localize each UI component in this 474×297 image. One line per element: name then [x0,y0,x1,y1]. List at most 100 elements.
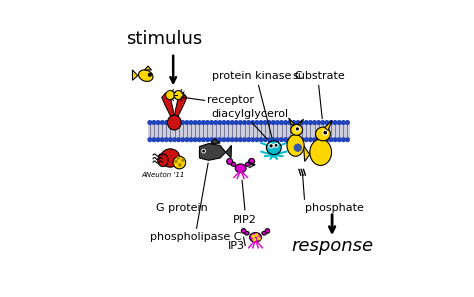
Text: ANeuton '11: ANeuton '11 [141,172,184,178]
Circle shape [173,138,176,142]
Polygon shape [162,93,174,117]
Ellipse shape [262,231,266,235]
Circle shape [173,121,176,124]
Circle shape [218,138,222,142]
Circle shape [247,138,250,142]
Circle shape [304,121,308,124]
Circle shape [243,121,246,124]
Circle shape [203,151,204,152]
Circle shape [269,144,273,148]
Ellipse shape [246,162,250,166]
Circle shape [152,138,156,142]
Polygon shape [325,120,332,131]
Ellipse shape [235,164,246,173]
Circle shape [218,121,222,124]
Circle shape [206,138,210,142]
Circle shape [255,121,259,124]
Circle shape [214,121,218,124]
Ellipse shape [316,127,330,141]
Polygon shape [303,146,310,162]
Circle shape [197,138,201,142]
Circle shape [222,121,226,124]
Circle shape [295,127,300,131]
Circle shape [270,145,272,147]
Circle shape [267,121,271,124]
Text: substrate: substrate [292,71,345,81]
Circle shape [341,121,345,124]
Circle shape [238,138,242,142]
Ellipse shape [249,233,262,242]
Circle shape [324,132,327,134]
Circle shape [275,145,277,146]
Ellipse shape [231,162,236,166]
Circle shape [227,158,233,165]
Circle shape [251,121,255,124]
Polygon shape [211,138,220,143]
Circle shape [197,121,201,124]
Circle shape [301,121,304,124]
Circle shape [243,138,246,142]
Circle shape [252,235,255,237]
Circle shape [333,121,337,124]
Circle shape [263,138,267,142]
Ellipse shape [174,91,183,100]
Circle shape [267,138,271,142]
Circle shape [284,138,288,142]
Circle shape [230,138,234,142]
Circle shape [288,121,292,124]
Circle shape [275,121,279,124]
Circle shape [189,138,193,142]
Circle shape [323,130,328,135]
Text: stimulus: stimulus [126,30,202,48]
Circle shape [148,73,151,76]
Circle shape [226,121,230,124]
Circle shape [214,138,218,142]
Circle shape [337,138,341,142]
Circle shape [265,229,270,233]
Circle shape [164,121,168,124]
Ellipse shape [167,115,181,130]
Circle shape [181,138,184,142]
Circle shape [193,121,197,124]
Circle shape [329,121,333,124]
Circle shape [275,138,279,142]
Circle shape [321,121,325,124]
Circle shape [296,128,298,130]
Text: IP3: IP3 [228,241,245,251]
Ellipse shape [158,154,168,167]
Ellipse shape [287,135,304,156]
Circle shape [263,121,267,124]
Circle shape [201,138,205,142]
Circle shape [304,138,308,142]
Circle shape [329,138,333,142]
Circle shape [296,121,300,124]
Circle shape [288,138,292,142]
Circle shape [177,157,179,159]
Circle shape [247,121,250,124]
Circle shape [201,121,205,124]
Circle shape [179,164,181,166]
Circle shape [309,121,312,124]
Circle shape [313,121,316,124]
Circle shape [177,138,181,142]
Circle shape [296,138,300,142]
Text: PIP2: PIP2 [233,215,257,225]
Circle shape [202,149,205,153]
Polygon shape [145,66,152,70]
Circle shape [181,121,184,124]
Text: phosphate: phosphate [305,203,364,213]
Polygon shape [174,93,187,117]
Circle shape [325,138,328,142]
Ellipse shape [138,70,153,81]
Circle shape [169,138,172,142]
Circle shape [238,121,242,124]
Bar [148,123,350,140]
Circle shape [258,237,260,240]
Circle shape [337,121,341,124]
Circle shape [317,138,320,142]
Ellipse shape [266,141,281,154]
Circle shape [333,138,337,142]
Polygon shape [132,70,138,80]
Circle shape [175,160,177,162]
Circle shape [206,121,210,124]
